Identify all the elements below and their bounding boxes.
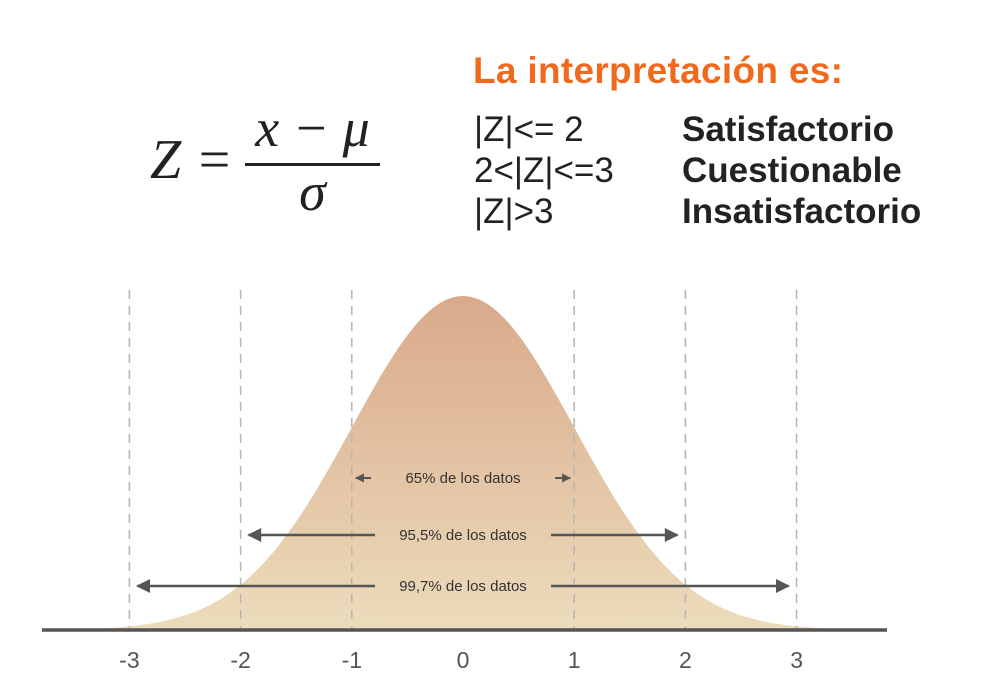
interval-label: 99,7% de los datos	[399, 578, 527, 595]
rule-result-1: Satisfactorio	[682, 110, 894, 149]
x-tick-label: 3	[790, 647, 803, 673]
rule-result-3: Insatisfactorio	[682, 192, 922, 231]
fraction-bar	[245, 163, 380, 166]
interval-label: 65% de los datos	[405, 470, 520, 487]
formula-numerator: x − μ	[255, 98, 370, 158]
x-tick-label: -1	[342, 647, 362, 673]
formula-denominator: σ	[299, 162, 326, 222]
z-score-formula: Z = x − μ σ	[150, 100, 390, 220]
rule-condition-2: 2<|Z|<=3	[474, 151, 614, 190]
x-tick-label: 0	[457, 647, 470, 673]
interval-label: 95,5% de los datos	[399, 527, 527, 544]
x-tick-label: -3	[119, 647, 139, 673]
x-tick-label: -2	[230, 647, 250, 673]
rule-result-2: Cuestionable	[682, 151, 902, 190]
formula-lhs: Z =	[150, 129, 233, 191]
x-tick-label: 1	[568, 647, 581, 673]
rule-condition-1: |Z|<= 2	[474, 110, 584, 149]
interpretation-title: La interpretación es:	[473, 50, 844, 91]
rule-condition-3: |Z|>3	[474, 192, 554, 231]
x-tick-label: 2	[679, 647, 692, 673]
bell-curve	[40, 296, 886, 630]
